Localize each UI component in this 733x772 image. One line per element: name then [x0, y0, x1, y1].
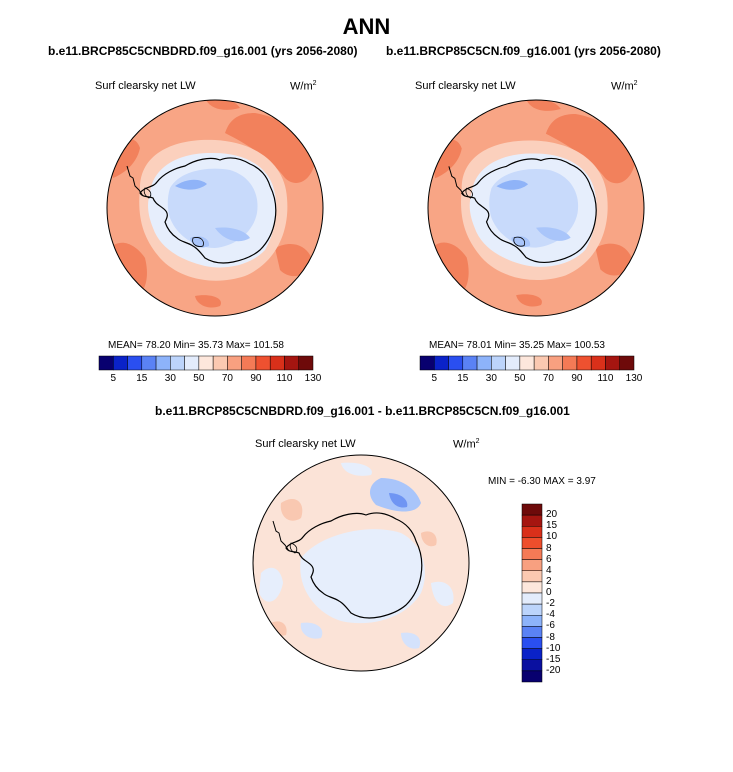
diff-colorbar-cell — [521, 592, 543, 605]
diff-colorbar-tick-label: -6 — [546, 620, 555, 632]
right-colorbar-cell — [434, 355, 449, 371]
left-colorbar — [98, 355, 314, 371]
left-colorbar-tick-label: 30 — [164, 373, 176, 384]
right-variable-label: Surf clearsky net LW — [415, 80, 516, 92]
diff-stats: MIN = -6.30 MAX = 3.97 — [488, 476, 596, 487]
diff-colorbar-tick-label: 6 — [546, 553, 552, 565]
right-units-label: W/m2 — [611, 80, 638, 93]
left-colorbar-cell — [241, 355, 257, 371]
diff-colorbar-tick-label: -20 — [546, 664, 561, 676]
left-panel-title: b.e11.BRCP85C5CNBDRD.f09_g16.001 (yrs 20… — [48, 44, 358, 58]
diff-units-label: W/m2 — [453, 438, 480, 451]
diff-colorbar-tick-label: 4 — [546, 564, 552, 576]
diff-colorbar-tick-label: 8 — [546, 542, 552, 554]
right-colorbar-cell — [576, 355, 592, 371]
diff-colorbar-tick-label: -15 — [546, 653, 561, 665]
left-colorbar-cell — [98, 355, 114, 371]
right-colorbar-tick-label: 90 — [571, 373, 583, 384]
right-colorbar-tick-label: 70 — [542, 373, 554, 384]
right-colorbar-cell — [548, 355, 563, 371]
diff-colorbar-cell — [521, 503, 543, 516]
diff-colorbar-cell — [521, 659, 543, 672]
diff-colorbar-tick-label: -2 — [546, 598, 555, 610]
left-colorbar-tick-label: 5 — [110, 373, 117, 384]
diff-colorbar-cell — [521, 570, 543, 583]
diff-colorbar-cell — [521, 581, 543, 594]
diff-colorbar-tick-label: -4 — [546, 609, 555, 621]
left-colorbar-cell — [184, 355, 200, 371]
left-colorbar-tick-label: 70 — [221, 373, 233, 384]
left-colorbar-cell — [269, 355, 285, 371]
left-colorbar-tick-label: 90 — [250, 373, 262, 384]
left-colorbar-cell — [113, 355, 128, 371]
left-colorbar-cell — [198, 355, 214, 371]
left-variable-label: Surf clearsky net LW — [95, 80, 196, 92]
diff-colorbar-cell — [521, 648, 543, 660]
right-colorbar-cell — [419, 355, 435, 371]
right-colorbar-tick-label: 110 — [597, 373, 614, 384]
diff-colorbar-cell — [521, 548, 543, 560]
diff-colorbar-tick-label: 20 — [546, 509, 558, 521]
diff-colorbar-cell — [521, 514, 543, 527]
right-colorbar-tick-label: 50 — [514, 373, 526, 384]
left-colorbar-cell — [141, 355, 157, 371]
diff-colorbar-cell — [521, 670, 543, 683]
diff-colorbar — [521, 503, 543, 683]
diff-colorbar-cell — [521, 637, 543, 649]
left-colorbar-cell — [298, 355, 314, 371]
diff-variable-label: Surf clearsky net LW — [255, 438, 356, 450]
diff-colorbar-tick-label: 0 — [546, 587, 552, 598]
right-colorbar-cell — [605, 355, 620, 371]
right-colorbar-cell — [476, 355, 492, 371]
right-colorbar-tick-label: 30 — [485, 373, 497, 384]
left-colorbar-cell — [212, 355, 228, 371]
right-colorbar-cell — [519, 355, 535, 371]
right-colorbar-tick-label: 5 — [431, 373, 438, 384]
left-colorbar-cell — [155, 355, 171, 371]
diff-panel-title: b.e11.BRCP85C5CNBDRD.f09_g16.001 - b.e11… — [155, 404, 570, 418]
diff-colorbar-cell — [521, 626, 543, 638]
right-colorbar-cell — [462, 355, 478, 371]
right-colorbar-cell — [590, 355, 606, 371]
diff-colorbar-cell — [521, 615, 543, 627]
diff-colorbar-tick-label: 15 — [546, 520, 558, 532]
left-colorbar-cell — [127, 355, 143, 371]
right-colorbar-cell — [562, 355, 578, 371]
diff-colorbar-cell — [521, 537, 543, 549]
diff-colorbar-tick-label: 2 — [546, 575, 552, 587]
left-colorbar-tick-label: 50 — [193, 373, 205, 384]
right-panel-title: b.e11.BRCP85C5CN.f09_g16.001 (yrs 2056-2… — [386, 44, 661, 58]
left-units-label: W/m2 — [290, 80, 317, 93]
diff-colorbar-cell — [521, 603, 543, 616]
diff-colorbar-tick-label: -10 — [546, 642, 561, 654]
left-colorbar-tick-label: 110 — [276, 373, 293, 384]
right-stats: MEAN= 78.01 Min= 35.25 Max= 100.53 — [429, 340, 605, 351]
diff-colorbar-cell — [521, 526, 543, 538]
right-colorbar-tick-label: 15 — [457, 373, 469, 384]
diff-colorbar-tick-label: 10 — [546, 531, 558, 543]
diff-colorbar-cell — [521, 559, 543, 571]
figure-title: ANN — [342, 14, 391, 39]
left-colorbar-tick-label: 130 — [304, 373, 322, 384]
right-colorbar-cell — [533, 355, 549, 371]
right-map — [427, 99, 645, 317]
left-colorbar-cell — [255, 355, 271, 371]
left-stats: MEAN= 78.20 Min= 35.73 Max= 101.58 — [108, 340, 284, 351]
left-colorbar-tick-label: 15 — [136, 373, 148, 384]
left-map — [106, 99, 324, 317]
right-colorbar — [419, 355, 635, 371]
left-colorbar-cell — [284, 355, 299, 371]
right-colorbar-cell — [505, 355, 521, 371]
right-colorbar-tick-label: 130 — [625, 373, 643, 384]
left-colorbar-cell — [227, 355, 242, 371]
diff-map — [252, 454, 470, 672]
right-colorbar-cell — [448, 355, 464, 371]
right-colorbar-cell — [491, 355, 506, 371]
diff-colorbar-tick-label: -8 — [546, 631, 555, 643]
right-colorbar-cell — [619, 355, 635, 371]
left-colorbar-cell — [170, 355, 185, 371]
